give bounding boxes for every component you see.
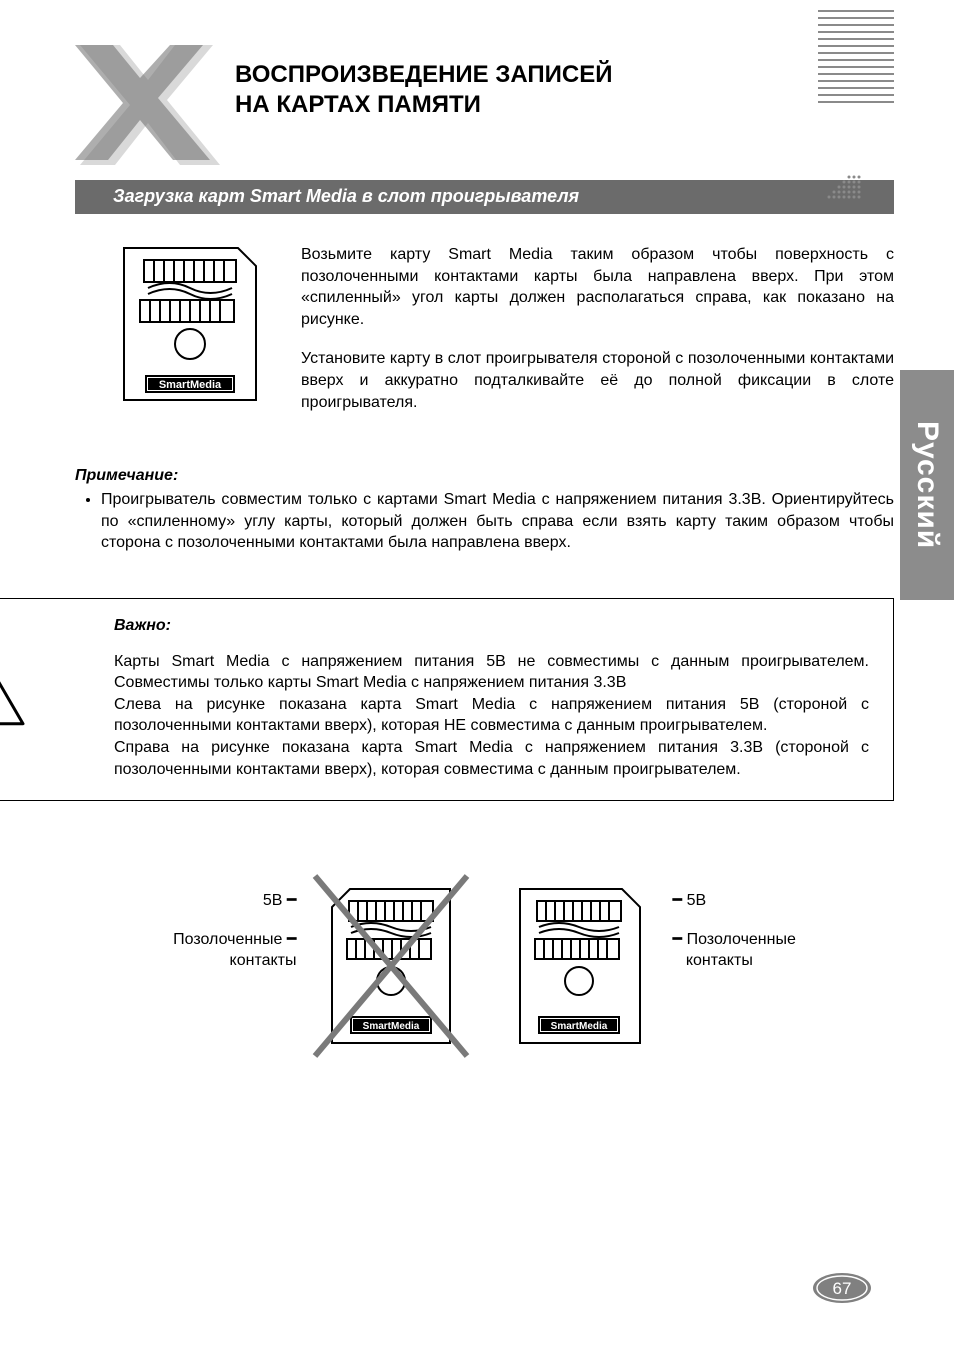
smartmedia-card-illustration: SmartMedia xyxy=(75,244,265,431)
voltage-label-left: 5В xyxy=(263,892,283,909)
important-wrapper: Важно: Карты Smart Media с напряжением п… xyxy=(75,598,894,801)
language-label: Русский xyxy=(910,421,944,549)
left-labels: 5В ━ Позолоченные ━ контакты xyxy=(173,871,296,971)
comparison-right: SmartMedia ━ 5В ━ Позолоченные контакты xyxy=(495,871,796,1071)
logo-x-icon xyxy=(75,45,220,165)
incompatible-card-illustration: SmartMedia xyxy=(305,871,475,1071)
decorative-lines xyxy=(818,10,894,140)
intro-paragraphs: Возьмите карту Smart Media таким образом… xyxy=(301,244,894,431)
title-line-1: ВОСПРОИЗВЕДЕНИЕ ЗАПИСЕЙ xyxy=(235,61,612,88)
card-comparison: 5В ━ Позолоченные ━ контакты xyxy=(75,871,894,1071)
important-p1: Карты Smart Media с напряжением питания … xyxy=(114,651,869,694)
svg-text:SmartMedia: SmartMedia xyxy=(550,1021,607,1032)
paragraph-2: Установите карту в слот проигрывателя ст… xyxy=(301,348,894,413)
note-item: Проигрыватель совместим только с картами… xyxy=(101,489,894,554)
paragraph-1: Возьмите карту Smart Media таким образом… xyxy=(301,244,894,330)
contacts-label-left-1: Позолоченные xyxy=(173,931,282,948)
page-title: ВОСПРОИЗВЕДЕНИЕ ЗАПИСЕЙ НА КАРТАХ ПАМЯТИ xyxy=(235,45,612,120)
important-p3: Справа на рисунке показана карта Smart M… xyxy=(114,737,869,780)
right-labels: ━ 5В ━ Позолоченные контакты xyxy=(673,871,796,971)
important-box: Важно: Карты Smart Media с напряжением п… xyxy=(0,598,894,801)
page: Русский ВОСПРОИЗВЕДЕНИЕ ЗАПИСЕЙ НА КАРТА… xyxy=(0,0,954,1354)
compatible-card-illustration: SmartMedia xyxy=(495,871,665,1071)
contacts-label-right-1: Позолоченные xyxy=(687,931,796,948)
header: ВОСПРОИЗВЕДЕНИЕ ЗАПИСЕЙ НА КАРТАХ ПАМЯТИ xyxy=(75,45,894,165)
important-heading: Важно: xyxy=(42,615,869,637)
section-heading-bar: Загрузка карт Smart Media в слот проигры… xyxy=(75,180,894,214)
page-number: 67 xyxy=(812,1272,872,1304)
intro-content-row: SmartMedia Возьмите карту Smart Media та… xyxy=(75,244,894,431)
svg-text:SmartMedia: SmartMedia xyxy=(159,379,222,391)
svg-text:SmartMedia: SmartMedia xyxy=(362,1021,419,1032)
comparison-left: 5В ━ Позолоченные ━ контакты xyxy=(173,871,474,1071)
title-line-2: НА КАРТАХ ПАМЯТИ xyxy=(235,91,481,118)
warning-triangle-icon xyxy=(0,657,26,742)
important-p2: Слева на рисунке показана карта Smart Me… xyxy=(114,694,869,737)
dot-decoration-icon xyxy=(822,175,862,203)
note-block: Примечание: Проигрыватель совместим толь… xyxy=(75,467,894,554)
contacts-label-right-2: контакты xyxy=(686,952,753,969)
contacts-label-left-2: контакты xyxy=(230,952,297,969)
note-heading: Примечание: xyxy=(75,467,894,485)
language-side-tab: Русский xyxy=(900,370,954,600)
voltage-label-right: 5В xyxy=(687,892,707,909)
page-number-value: 67 xyxy=(833,1279,852,1298)
